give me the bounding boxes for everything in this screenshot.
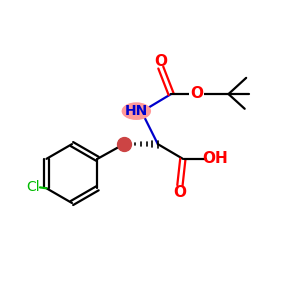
- Text: OH: OH: [202, 151, 228, 166]
- Text: Cl: Cl: [26, 180, 40, 194]
- Text: O: O: [190, 86, 203, 101]
- Text: O: O: [154, 54, 167, 69]
- Ellipse shape: [122, 102, 151, 120]
- Text: HN: HN: [125, 104, 148, 118]
- Text: O: O: [173, 185, 186, 200]
